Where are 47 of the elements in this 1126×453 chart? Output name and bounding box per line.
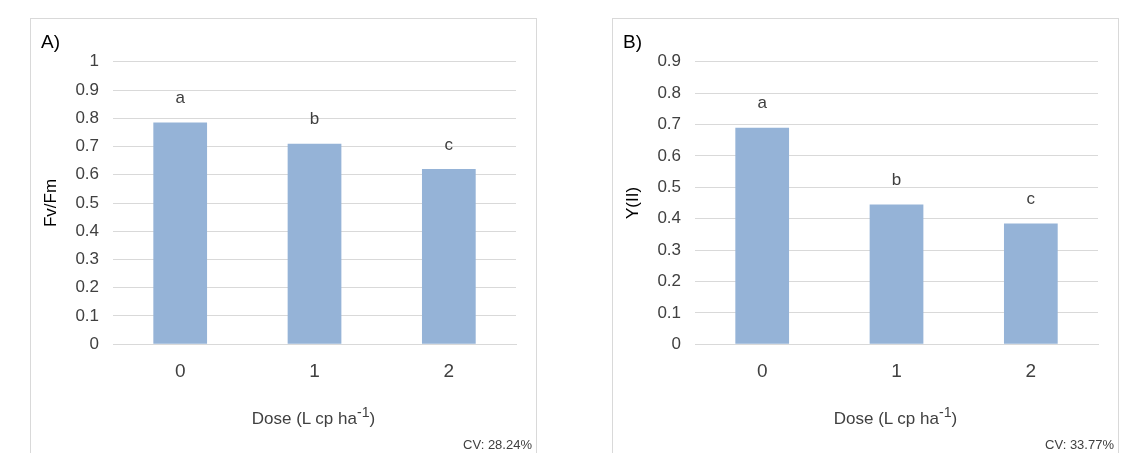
y-tick-label: 0 (671, 333, 682, 353)
y-tick-label: 0.2 (75, 277, 100, 297)
annotation: c (1026, 189, 1036, 209)
annotation: b (891, 170, 902, 190)
chart-title: A) (41, 30, 60, 52)
y-axis-title: Y(II) (622, 186, 642, 220)
y-tick-label: 0 (89, 333, 100, 353)
y-tick-label: 0.5 (657, 177, 682, 196)
y-axis-title: Fv/Fm (40, 178, 60, 228)
y-tick-label: 0.6 (75, 164, 100, 184)
y-tick-label: 0.9 (657, 51, 682, 71)
x-tick-label: 2 (443, 359, 455, 381)
y-tick-label: 0.3 (657, 239, 682, 259)
y-tick-label: 0.8 (75, 107, 100, 127)
x-tick-label: 0 (174, 359, 186, 381)
annotation: b (309, 109, 320, 129)
y-tick-label: 0.2 (657, 271, 682, 291)
y-tick-label: 0.4 (657, 208, 682, 228)
bar (1003, 223, 1058, 344)
bar (421, 169, 476, 344)
y-tick-label: 0.1 (657, 302, 682, 322)
bar (153, 122, 208, 344)
y-tick-label: 0.7 (75, 136, 100, 156)
text: CV: 28.24% (463, 437, 532, 452)
bar (287, 143, 342, 344)
y-tick-label: 0.3 (75, 249, 100, 269)
bar (869, 204, 924, 344)
y-tick-label: 0.9 (75, 79, 100, 99)
x-axis-title: Dose (L cp ha$^{-1}$) (833, 404, 958, 429)
text: CV: 33.77% (1045, 437, 1114, 452)
y-tick-label: 0.1 (75, 305, 100, 325)
annotation: c (444, 134, 454, 154)
annotation: a (175, 88, 186, 108)
annotation: a (757, 93, 768, 113)
x-tick-label: 0 (756, 359, 768, 381)
x-axis-title: Dose (L cp ha$^{-1}$) (251, 404, 376, 429)
y-tick-label: 0.8 (657, 82, 682, 102)
x-tick-label: 2 (1025, 359, 1037, 381)
x-tick-label: 1 (891, 359, 902, 381)
y-tick-label: 0.7 (657, 114, 682, 134)
y-tick-label: 0.6 (657, 145, 682, 165)
bar (735, 127, 790, 344)
y-tick-label: 0.4 (75, 220, 100, 240)
x-tick-label: 1 (309, 359, 320, 381)
chart-title: B) (623, 30, 642, 52)
y-tick-label: 1 (89, 51, 100, 71)
y-tick-label: 0.5 (75, 192, 100, 212)
